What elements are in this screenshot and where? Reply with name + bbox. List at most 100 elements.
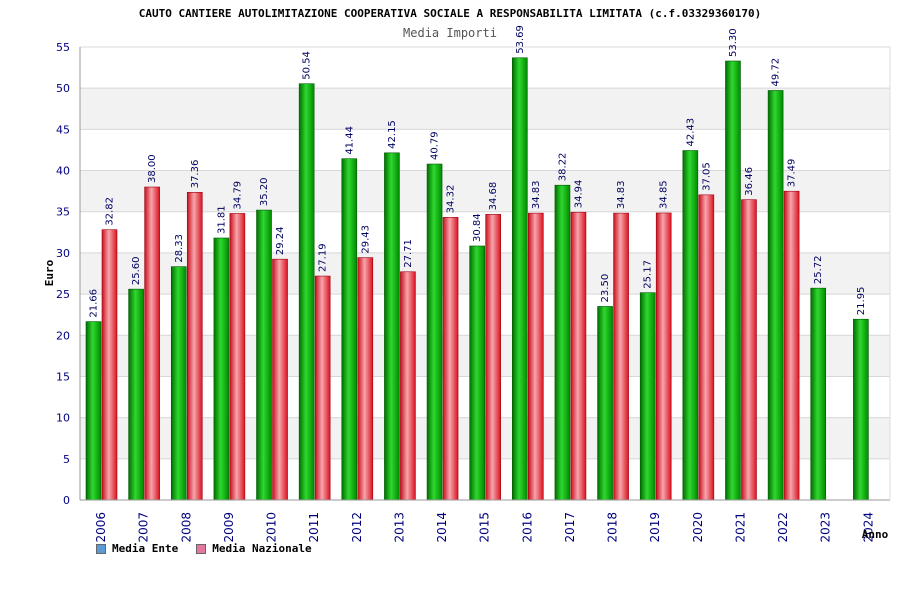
bar-media-nazionale-2013 [400,271,416,501]
bar-media-ente-2024 [853,318,869,501]
bar-media-ente-2010 [256,209,272,501]
bar-media-ente-2013 [384,152,400,501]
y-tick-label: 30 [56,247,70,260]
legend-label-media-ente: Media Ente [112,542,179,555]
y-tick-label: 20 [56,329,70,342]
data-label: 35.20 [259,177,270,206]
data-label: 38.22 [557,153,568,182]
data-label: 31.81 [216,205,227,234]
bar-media-nazionale-2010 [272,258,288,501]
data-label: 34.83 [531,180,542,209]
y-tick-label: 40 [56,165,70,178]
bar-media-nazionale-2012 [357,257,374,501]
data-label: 25.72 [813,256,824,285]
y-tick-label: 15 [56,370,70,383]
legend-label-media-nazionale: Media Nazionale [212,542,312,555]
legend-item-media-nazionale: Media Nazionale [196,542,312,555]
plot-band [80,47,890,89]
data-label: 27.19 [318,243,329,272]
bar-media-ente-2023 [810,287,827,501]
bar-media-ente-2016 [512,57,528,501]
data-label: 34.94 [573,180,584,209]
bar-media-ente-2009 [213,237,230,501]
data-label: 25.17 [643,260,654,289]
x-tick-label: 2019 [648,512,662,543]
bar-media-ente-2017 [554,184,571,501]
data-label: 27.71 [403,239,414,268]
data-label: 49.72 [771,58,782,87]
y-axis-label: Euro [43,259,56,286]
x-tick-label: 2006 [94,512,108,543]
y-tick-label: 45 [56,123,70,136]
data-label: 53.69 [515,25,526,54]
data-label: 53.30 [728,28,739,57]
data-label: 42.43 [685,118,696,147]
bar-media-nazionale-2007 [144,186,160,501]
legend-swatch-media-ente [96,543,106,554]
x-tick-label: 2011 [307,512,321,543]
y-tick-label: 25 [56,288,70,301]
x-tick-label: 2022 [776,512,790,543]
data-label: 36.46 [744,167,755,196]
x-tick-label: 2023 [819,512,833,543]
plot-band [80,129,890,171]
bar-media-nazionale-2011 [314,275,331,501]
data-label: 37.05 [701,162,712,191]
x-tick-label: 2018 [606,512,620,543]
x-axis-label: Anno [862,528,889,541]
data-labels: 21.66 32.82 25.60 38.00 28.33 37.36 31.81 34.79… [89,25,867,317]
bar-media-nazionale-2021 [741,199,757,501]
chart-title: CAUTO CANTIERE AUTOLIMITAZIONE COOPERATI… [139,7,762,20]
x-tick-label: 2015 [478,512,492,543]
data-label: 34.79 [232,181,243,210]
legend-item-media-ente: Media Ente [96,542,178,555]
bar-media-ente-2018 [597,306,613,501]
bar-media-ente-2015 [469,245,485,501]
bar-media-nazionale-2022 [783,190,800,501]
x-tick-label: 2009 [222,512,236,543]
bar-media-nazionale-2014 [442,217,459,501]
data-label: 34.85 [659,180,670,209]
data-label: 40.79 [430,131,441,160]
data-label: 32.82 [105,197,116,226]
data-label: 29.43 [360,225,371,254]
data-label: 38.00 [147,154,158,183]
bar-media-ente-2007 [128,288,144,501]
bar-media-ente-2022 [767,90,784,501]
bar-media-nazionale-2008 [186,191,203,501]
y-tick-labels: 0 5 10 15 20 25 30 35 40 45 50 55 [56,41,70,507]
bar-media-ente-2019 [639,292,656,501]
y-tick-label: 55 [56,41,70,54]
axes [79,47,891,501]
y-tick-label: 0 [63,494,70,507]
data-label: 37.49 [787,159,798,188]
data-label: 37.36 [190,160,201,189]
bar-media-nazionale-2015 [485,214,501,501]
y-tick-label: 5 [63,453,70,466]
bar-media-ente-2011 [298,83,315,501]
data-label: 41.44 [344,126,355,155]
data-label: 30.84 [472,213,483,242]
bar-media-nazionale-2009 [229,213,246,501]
data-label: 28.33 [174,234,185,263]
y-tick-label: 35 [56,206,70,219]
data-label: 42.15 [387,120,398,149]
data-label: 34.32 [446,185,457,214]
bar-media-ente-2020 [682,150,699,501]
data-label: 23.50 [600,274,611,303]
x-tick-label: 2020 [691,512,705,543]
x-tick-label: 2016 [520,512,534,543]
data-label: 21.95 [856,287,867,316]
data-label: 29.24 [275,227,286,256]
x-tick-label: 2007 [137,512,151,543]
data-label: 25.60 [131,257,142,286]
x-tick-label: 2008 [179,512,193,543]
bar-media-nazionale-2017 [570,211,587,501]
x-tick-labels: 2006 2007 2008 2009 2010 2011 2012 2013 2014 2015… [94,512,875,543]
x-tick-label: 2021 [733,512,747,543]
bar-media-ente-2012 [341,158,358,501]
x-tick-label: 2024 [861,512,875,543]
chart-subtitle: Media Importi [403,26,497,40]
bar-media-nazionale-2018 [613,212,629,501]
x-tick-label: 2017 [563,512,577,543]
